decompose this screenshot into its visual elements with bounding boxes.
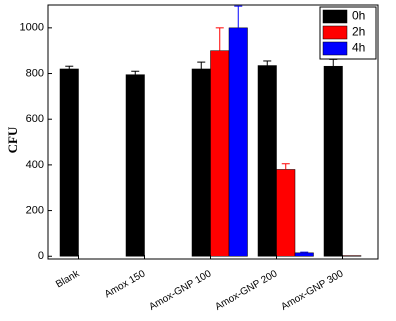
x-tick-label: Amox-GNP 100 <box>147 268 213 313</box>
y-tick-label: 200 <box>26 204 44 216</box>
y-axis-label: CFU <box>5 126 20 153</box>
x-tick-label: Amox-GNP 300 <box>279 268 345 313</box>
bar <box>59 68 79 257</box>
bar <box>210 50 230 257</box>
bar <box>342 255 362 257</box>
bar <box>276 169 296 257</box>
error-bar <box>234 5 243 28</box>
plot-frame <box>47 4 379 260</box>
legend-label: 4h <box>352 41 365 55</box>
error-bar <box>65 65 74 69</box>
bar <box>257 65 277 257</box>
y-tick-label: 800 <box>26 67 44 79</box>
error-bar <box>197 61 206 69</box>
legend-swatch <box>322 25 348 40</box>
bar <box>294 252 314 257</box>
legend-swatch <box>322 9 348 24</box>
legend-swatch <box>322 41 348 56</box>
error-bar <box>329 58 338 67</box>
error-bar <box>131 70 140 75</box>
y-tick-label: 600 <box>26 113 44 125</box>
error-bar <box>300 251 309 253</box>
error-bar <box>215 27 224 51</box>
legend-label: 2h <box>352 25 365 39</box>
legend-label: 0h <box>352 9 365 23</box>
y-tick-label: 0 <box>38 250 44 262</box>
error-bar <box>263 60 272 66</box>
y-tick-label: 400 <box>26 159 44 171</box>
x-tick-label: Amox 150 <box>103 268 148 300</box>
bar <box>191 68 211 257</box>
error-bar <box>281 163 290 170</box>
bar <box>228 27 248 257</box>
x-tick-label: Blank <box>54 268 82 291</box>
x-tick-label: Amox-GNP 200 <box>213 268 279 313</box>
y-tick-label: 1000 <box>20 22 44 34</box>
bar <box>125 74 145 257</box>
bar <box>323 65 343 257</box>
